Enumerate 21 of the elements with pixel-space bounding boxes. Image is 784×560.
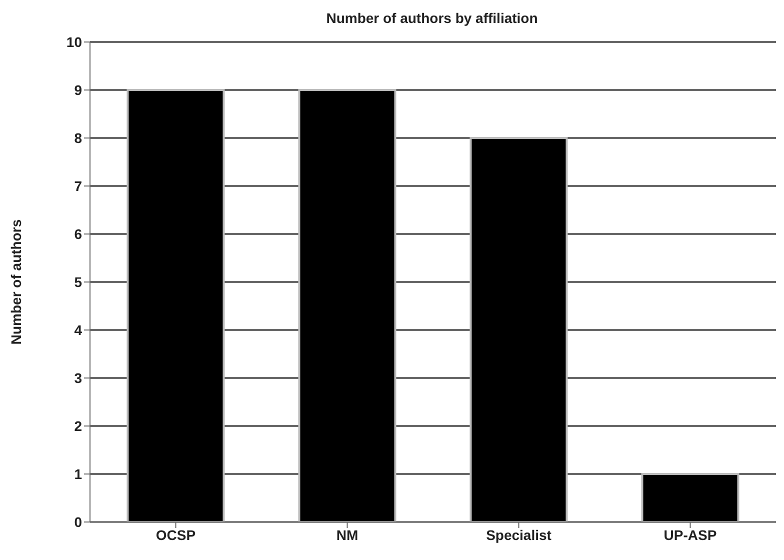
y-tick-label: 6: [74, 226, 82, 242]
y-tick-label: 0: [74, 514, 82, 530]
x-tick-label: UP-ASP: [664, 526, 717, 543]
x-tick-label: NM: [336, 526, 358, 543]
y-tick-label: 8: [74, 130, 82, 146]
x-tick-label: OCSP: [156, 526, 196, 543]
y-tick-label: 5: [74, 274, 82, 290]
y-axis-title: Number of authors: [8, 219, 24, 345]
chart-title: Number of authors by affiliation: [325, 10, 539, 26]
y-tick-label: 7: [74, 178, 82, 194]
y-tick-label: 4: [74, 322, 82, 338]
y-tick-label: 10: [66, 34, 82, 50]
y-tick-label: 1: [74, 466, 82, 482]
bar: [641, 473, 740, 522]
bar: [298, 89, 396, 522]
y-tick-label: 9: [74, 82, 82, 98]
y-tick-label: 3: [74, 370, 82, 386]
y-tick-label: 2: [74, 418, 82, 434]
bar: [470, 137, 568, 522]
x-tick-label: Specialist: [486, 526, 552, 543]
bar: [126, 89, 225, 522]
